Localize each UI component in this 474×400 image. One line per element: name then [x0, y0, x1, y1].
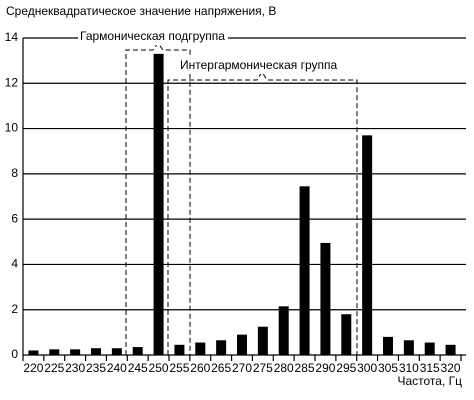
bar	[49, 349, 60, 355]
annotation: Интергармоническая группа	[180, 58, 338, 72]
x-tick-label: 290	[315, 361, 335, 375]
x-tick-label: 225	[44, 361, 64, 375]
x-tick-label: 260	[190, 361, 210, 375]
x-axis-label: Частота, Гц	[397, 374, 462, 388]
x-tick-label: 310	[399, 361, 419, 375]
bar	[362, 135, 373, 355]
chart-title: Среднеквадратическое значение напряжения…	[6, 4, 276, 18]
x-tick-label: 250	[149, 361, 169, 375]
y-tick-label: 4	[11, 257, 18, 271]
x-tick-label: 235	[86, 361, 106, 375]
bar	[237, 334, 247, 355]
bar	[278, 306, 289, 355]
bar	[91, 348, 101, 355]
x-tick-label: 300	[357, 361, 377, 375]
bar	[174, 344, 185, 355]
x-tick-label: 270	[232, 361, 252, 375]
bar	[383, 336, 393, 355]
y-tick-label: 14	[5, 30, 19, 44]
x-tick-label: 285	[295, 361, 315, 375]
bar	[195, 342, 206, 355]
annotation-bg	[78, 29, 228, 45]
x-tick-label: 315	[420, 361, 440, 375]
bar	[341, 314, 352, 355]
y-tick-label: 12	[5, 75, 19, 89]
x-tick-label: 255	[169, 361, 189, 375]
x-tick-label: 220	[23, 361, 43, 375]
bar	[299, 186, 310, 355]
x-tick-label: 230	[65, 361, 85, 375]
bar	[445, 344, 456, 355]
y-tick-label: 10	[5, 121, 19, 135]
bar	[320, 242, 331, 355]
y-tick-label: 6	[11, 211, 18, 225]
bar	[153, 53, 164, 355]
bar	[216, 340, 227, 355]
y-tick-label: 2	[11, 302, 18, 316]
x-tick-label: 245	[128, 361, 148, 375]
annotation-bg	[178, 58, 354, 74]
bar	[403, 340, 414, 355]
bar	[424, 342, 435, 355]
x-tick-label: 275	[253, 361, 273, 375]
x-tick-label: 305	[378, 361, 398, 375]
interharmonic-box	[167, 71, 358, 355]
bar	[132, 347, 143, 355]
x-tick-label: 265	[211, 361, 231, 375]
bar	[70, 349, 81, 355]
bar	[257, 326, 268, 355]
y-tick-label: 0	[11, 347, 18, 361]
x-tick-label: 240	[107, 361, 127, 375]
x-tick-label: 280	[274, 361, 294, 375]
x-tick-label: 320	[441, 361, 461, 375]
bar	[111, 348, 122, 355]
bar	[28, 350, 39, 355]
annotation: Гармоническая подгруппа	[80, 29, 225, 43]
y-tick-label: 8	[11, 166, 18, 180]
x-tick-label: 295	[336, 361, 356, 375]
